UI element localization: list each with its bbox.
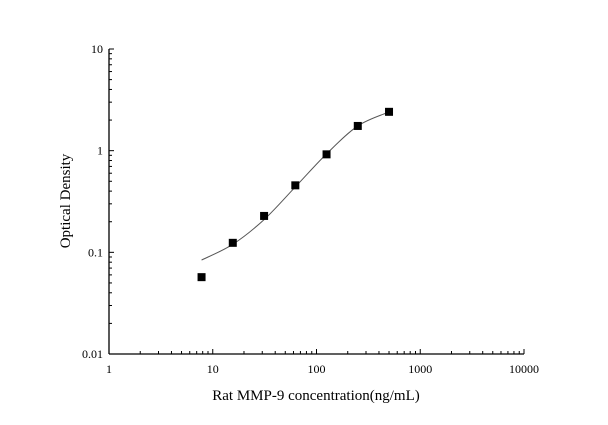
- data-point: [353, 121, 362, 130]
- x-tick-label: 10000: [509, 362, 539, 376]
- data-point: [291, 181, 300, 190]
- marks: [197, 107, 394, 282]
- axes: [108, 48, 525, 355]
- y-tick-label: 1: [97, 144, 103, 158]
- x-tick-label: 1000: [408, 362, 432, 376]
- y-tick-label: 0.1: [88, 245, 103, 259]
- y-tick-label: 10: [91, 42, 103, 56]
- data-point: [197, 273, 206, 282]
- x-axis-label: Rat MMP-9 concentration(ng/mL): [212, 388, 419, 404]
- data-point: [260, 211, 269, 220]
- tick-labels: 1 10 100 1000 10000 0.01 0.1 1 10: [82, 42, 539, 376]
- x-tick-label: 100: [308, 362, 326, 376]
- y-axis-label: Optical Density: [58, 153, 74, 248]
- data-point: [385, 107, 394, 116]
- y-tick-label: 0.01: [82, 347, 103, 361]
- x-tick-label: 1: [106, 362, 112, 376]
- x-tick-label: 10: [207, 362, 219, 376]
- data-point: [322, 150, 331, 159]
- data-point: [228, 238, 237, 247]
